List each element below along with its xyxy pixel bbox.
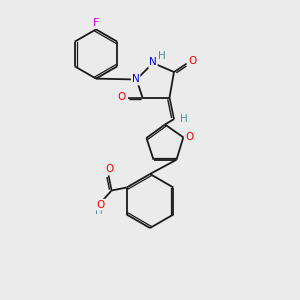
- Text: F: F: [93, 18, 99, 28]
- Text: O: O: [117, 92, 126, 103]
- Text: O: O: [186, 132, 194, 142]
- Text: H: H: [94, 206, 102, 216]
- Text: O: O: [96, 200, 104, 210]
- Text: O: O: [188, 56, 197, 67]
- Text: N: N: [132, 74, 140, 85]
- Text: H: H: [180, 113, 188, 124]
- Text: N: N: [149, 57, 157, 68]
- Text: O: O: [105, 164, 113, 174]
- Text: H: H: [158, 51, 165, 62]
